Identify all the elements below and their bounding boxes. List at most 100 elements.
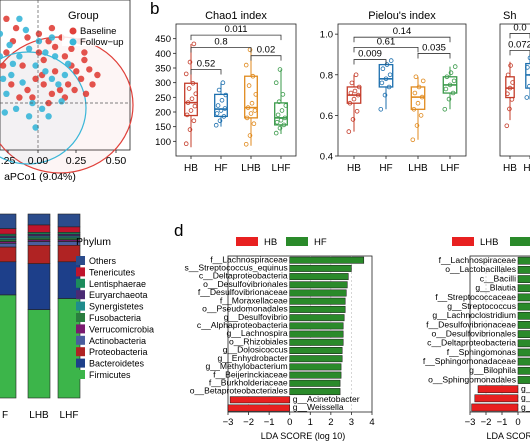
shannon-point [527,83,530,89]
lda2-bar [517,348,530,357]
phylum-legend-label: Lentisphaerae [89,279,146,289]
lda2-bar-label: g__P [521,393,530,403]
baseline-point [86,66,93,73]
lda2-bar [517,339,530,348]
shannon-boxplot: Sh HB HF 0.072 0.0 [499,10,530,174]
phylum-segment [0,294,17,399]
chao1-point [282,115,288,121]
baseline-point [35,30,43,37]
baseline-point [64,81,72,88]
lda2-bar [477,385,519,394]
lda2-x-tick-label: −3 [465,417,476,428]
phylum-legend-label: Bacteroidetes [89,359,145,369]
baseline-point [51,68,59,75]
lda2-bar-label: c__Bacilli [480,273,516,283]
lda2-bar-label: g__P [521,402,530,412]
chao1-point [243,62,249,68]
pielou-point [379,80,385,86]
lda1-bar [289,363,342,371]
pielou-point [346,129,352,134]
pielou-point [380,66,386,71]
pielou-point [378,107,384,112]
chao1-bracket [190,47,252,53]
lda2-x-tick-label: 0 [515,417,520,428]
lda2-bar-label: g__Bilophila [469,365,516,375]
pielou-point [410,137,416,143]
pielou-bracket-label: 0.009 [358,49,382,60]
followup-point [8,71,15,79]
shannon-point [508,63,513,68]
lda1-bar-label: g__Lachnospira [227,328,288,338]
followup-point [0,30,4,37]
lda1-legend-label: HB [264,237,277,248]
lda1-bar [289,281,348,289]
pielou-y-tick-label: 0.4 [320,152,333,163]
chao1-x-tick-label: LHF [272,163,291,174]
pielou-point [444,74,450,80]
chao1-x-tick-label: LHB [241,163,261,174]
pielou-point [416,84,422,90]
pcoa-legend-marker-baseline [69,27,77,35]
baseline-point [40,56,47,64]
followup-point [16,53,23,60]
lda1-bar-label: c__Deltaproteobacteria [199,271,288,281]
lda2-bar [517,284,530,293]
pielou-point [387,72,393,78]
lda1-bar-label: f__Desulfovibrionaceae [198,287,288,297]
followup-point [61,71,69,79]
chao1-point [247,133,253,138]
phylum-x-tick-label: F [2,410,8,421]
baseline-point [48,90,56,98]
baseline-point [35,49,43,56]
pielou-point [350,117,356,122]
shannon-frame [499,23,530,157]
chao1-y-tick-label: 150 [155,122,171,133]
followup-point [42,68,49,75]
chao1-point [275,112,281,118]
pielou-point [356,84,362,90]
lda2-x-axis-label: LDA SCORE ( [486,431,530,441]
chao1-point [276,99,282,104]
chao1-point [280,92,286,97]
followup-point [32,124,39,131]
lda2-bar [517,293,530,302]
pcoa-legend-baseline: Baseline [80,26,116,37]
phylum-segment [27,224,51,233]
lda1-bar [289,379,341,387]
lda1-x-tick-label: −1 [264,417,275,428]
phylum-legend-swatch [76,256,85,265]
phylum-legend-title: Phylum [76,236,111,248]
phylum-legend-label: Others [89,256,117,266]
lda2-legend-swatch [510,237,530,246]
lda1-bar-label: g__Desulfovibrio [224,312,288,322]
phylum-legend-label: Synergistetes [89,302,144,312]
lda1-bar [227,404,290,412]
chao1-title: Chao1 index [205,10,267,22]
baseline-point [12,24,20,32]
chao1-point [219,98,225,103]
lda2-bar-label: o__Sphingomonadales [428,374,516,384]
chao1-point [253,92,259,97]
shannon-point [507,106,512,112]
lda-chart-hb-hf: −3 −2 −1 0 1 2 3 4 LDA SCORE (log 10) f__Lachnosp… [185,237,375,441]
lda2-bar-label: g__Blautia [475,283,516,293]
phylum-segment [0,261,17,296]
pielou-point [349,80,355,86]
chao1-bracket-label: 0.011 [224,24,247,35]
pielou-frame [337,23,467,157]
shannon-bracket [509,50,530,56]
lda1-x-tick-label: 4 [369,417,374,428]
phylum-segment [27,213,51,226]
phylum-legend-swatch [76,347,85,357]
chao1-y-tick-label: 350 [155,64,171,75]
baseline-point [8,81,15,88]
lda1-bar [289,330,344,338]
lda1-x-tick-label: 3 [349,417,354,428]
shannon-point [510,80,515,85]
shannon-bracket-label: 0.0 [513,22,526,33]
baseline-point [51,43,59,51]
chao1-y-tick-label: 400 [155,49,171,60]
followup-point [55,81,62,88]
followup-point [22,26,30,34]
chao1-point [215,103,221,108]
